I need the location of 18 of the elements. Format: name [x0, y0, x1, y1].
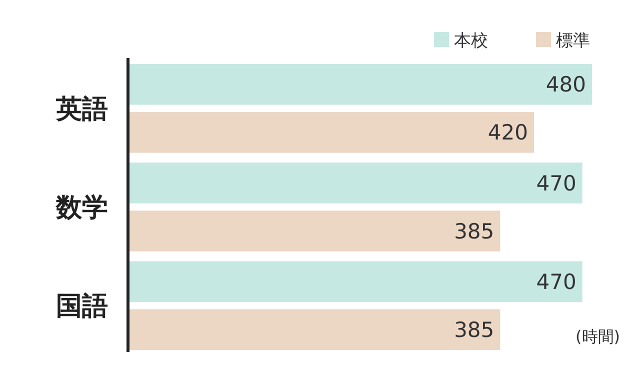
data-label: 385	[454, 318, 494, 342]
bar	[128, 64, 592, 105]
legend-label: 標準	[556, 30, 590, 51]
data-label: 470	[536, 270, 576, 294]
bar	[128, 162, 582, 204]
legend-label: 本校	[454, 30, 488, 51]
data-label: 480	[546, 72, 586, 97]
y-tick-label: 英語	[55, 94, 108, 124]
data-label: 470	[536, 171, 576, 196]
data-label: 420	[488, 120, 528, 145]
y-tick-label: 国語	[56, 292, 108, 322]
annotation: (時間)	[576, 327, 620, 346]
data-label: 385	[454, 219, 494, 244]
bar	[128, 309, 500, 350]
bar	[128, 210, 500, 252]
bar	[128, 261, 582, 302]
y-tick-label: 数学	[55, 193, 108, 224]
bar	[128, 112, 534, 153]
